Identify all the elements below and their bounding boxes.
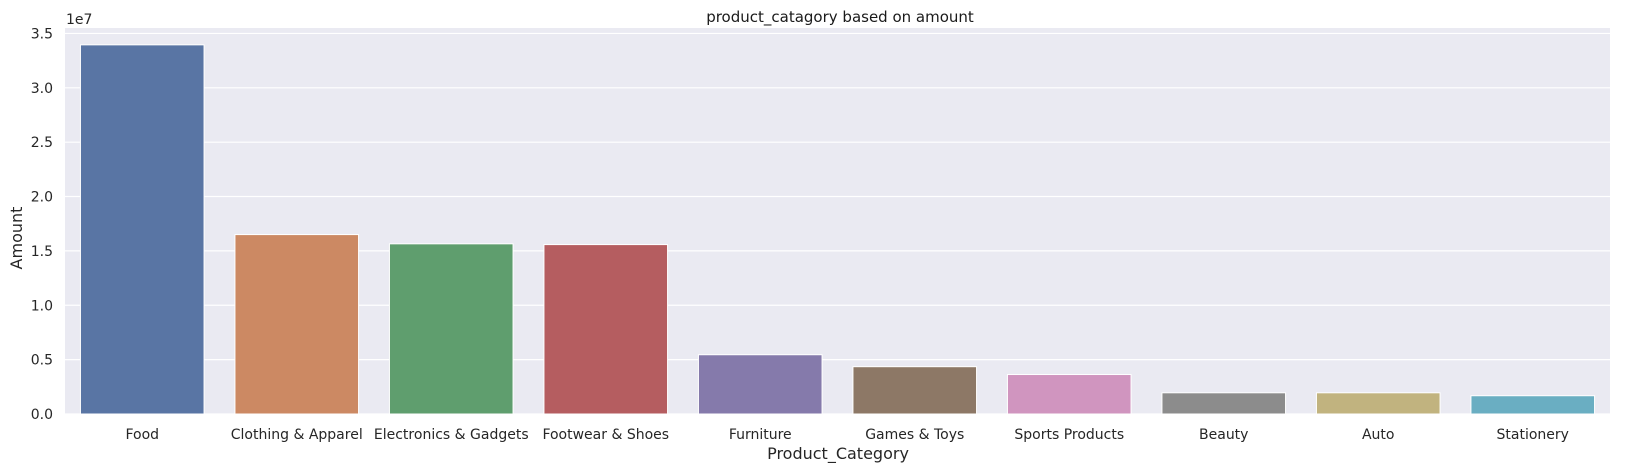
x-tick-label: Footwear & Shoes: [542, 427, 669, 443]
y-offset-label: 1e7: [66, 12, 92, 28]
x-axis-label: Product_Category: [767, 444, 909, 464]
x-tick-labels: Food Clothing & Apparel Electronics & Gadg…: [125, 427, 1569, 443]
y-tick-label: 2.5: [31, 135, 53, 151]
bar: [1006, 374, 1132, 415]
y-tick-label: 0.5: [31, 353, 53, 369]
bar: [234, 234, 360, 415]
chart-title: product_catagory based on amount: [706, 8, 974, 27]
y-tick-label: 1.0: [31, 298, 53, 314]
bar: [1315, 392, 1441, 415]
bar: [852, 366, 978, 415]
x-tick-label: Stationery: [1497, 427, 1569, 443]
x-tick-label: Clothing & Apparel: [231, 427, 363, 443]
y-tick-label: 3.0: [31, 81, 53, 97]
x-tick-label: Games & Toys: [865, 427, 964, 443]
bar: [388, 243, 514, 415]
y-axis-label: Amount: [7, 207, 26, 270]
bar: [79, 44, 205, 415]
x-tick-label: Electronics & Gadgets: [374, 427, 529, 443]
x-tick-label: Sports Products: [1014, 427, 1124, 443]
x-tick-label: Furniture: [729, 427, 792, 443]
y-tick-label: 1.5: [31, 244, 53, 260]
bar: [1161, 392, 1287, 415]
y-tick-labels: 0.0 0.5 1.0 1.5 2.0 2.5 3.0 3.5: [31, 26, 53, 423]
x-tick-label: Auto: [1362, 427, 1395, 443]
x-tick-label: Beauty: [1199, 427, 1248, 443]
bar: [543, 244, 669, 415]
bar: [697, 354, 823, 415]
y-tick-label: 0.0: [31, 407, 53, 423]
y-tick-label: 2.0: [31, 190, 53, 206]
bars: [79, 44, 1596, 415]
bar: [1470, 395, 1596, 415]
y-tick-label: 3.5: [31, 26, 53, 42]
x-tick-label: Food: [125, 427, 159, 443]
